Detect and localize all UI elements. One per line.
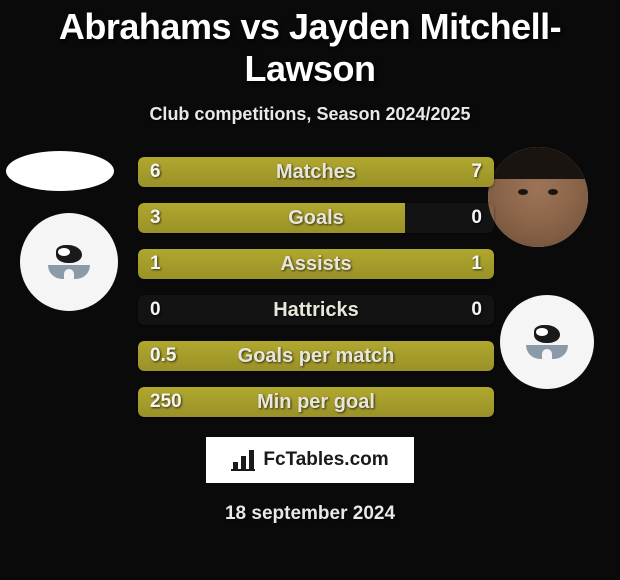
stat-label: Assists: [138, 249, 494, 279]
stat-label: Goals: [138, 203, 494, 233]
stat-label: Matches: [138, 157, 494, 187]
stat-row: 0.5Goals per match: [138, 341, 494, 371]
stat-row: 00Hattricks: [138, 295, 494, 325]
brand-badge: FcTables.com: [206, 437, 414, 483]
player-left-photo: [6, 151, 114, 191]
face-icon: [488, 147, 588, 247]
subtitle: Club competitions, Season 2024/2025: [0, 104, 620, 125]
stat-row: 30Goals: [138, 203, 494, 233]
stat-row: 250Min per goal: [138, 387, 494, 417]
chart-icon: [231, 450, 257, 470]
stat-row: 11Assists: [138, 249, 494, 279]
stat-label: Min per goal: [138, 387, 494, 417]
stat-bars: 67Matches 30Goals 11Assists 00Hattricks 0.5G…: [138, 157, 494, 417]
player-left-club-crest: [20, 213, 118, 311]
page-title: Abrahams vs Jayden Mitchell-Lawson: [0, 0, 620, 90]
stat-row: 67Matches: [138, 157, 494, 187]
stats-area: 67Matches 30Goals 11Assists 00Hattricks 0.5G…: [0, 157, 620, 417]
brand-text: FcTables.com: [263, 449, 388, 471]
player-right-photo: [488, 147, 588, 247]
stat-label: Hattricks: [138, 295, 494, 325]
date-text: 18 september 2024: [0, 503, 620, 525]
stat-label: Goals per match: [138, 341, 494, 371]
crest-icon: [519, 314, 575, 370]
player-right-club-crest: [500, 295, 594, 389]
crest-icon: [40, 233, 99, 292]
